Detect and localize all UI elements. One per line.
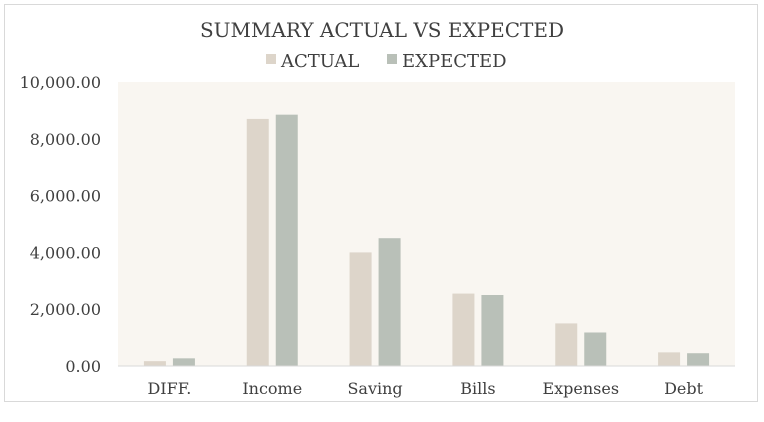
- bar-actual-diff: [143, 361, 166, 366]
- y-tick-label: 10,000.00: [20, 73, 101, 92]
- bar-expected-saving: [378, 238, 401, 366]
- bar-actual-saving: [349, 252, 372, 366]
- plot-area: [118, 82, 735, 366]
- legend-label-actual: ACTUAL: [280, 51, 359, 72]
- x-tick-label: Saving: [347, 379, 402, 398]
- x-tick-label: Bills: [460, 379, 495, 398]
- x-tick-label: Expenses: [542, 379, 619, 398]
- bar-actual-bills: [452, 293, 475, 366]
- bar-actual-debt: [658, 352, 681, 366]
- x-tick-label: DIFF.: [147, 379, 191, 398]
- bar-expected-bills: [481, 295, 504, 366]
- y-tick-label: 0.00: [65, 357, 101, 376]
- x-axis: DIFF. Income Saving Bills Expenses Debt: [147, 379, 703, 398]
- bar-actual-income: [246, 118, 269, 366]
- y-tick-label: 8,000.00: [30, 130, 101, 149]
- y-axis: 0.00 2,000.00 4,000.00 6,000.00 8,000.00…: [20, 73, 101, 376]
- legend-swatch-expected: [387, 54, 397, 64]
- bars: [143, 114, 710, 366]
- legend-swatch-actual: [266, 54, 276, 64]
- bar-chart: SUMMARY ACTUAL VS EXPECTED ACTUAL EXPECT…: [20, 18, 735, 398]
- y-tick-label: 6,000.00: [30, 187, 101, 206]
- chart-title: SUMMARY ACTUAL VS EXPECTED: [200, 18, 564, 42]
- bar-expected-diff: [172, 358, 195, 366]
- chart-frame: SUMMARY ACTUAL VS EXPECTED ACTUAL EXPECT…: [4, 4, 758, 402]
- bar-expected-expenses: [584, 332, 607, 366]
- bar-expected-debt: [687, 353, 710, 366]
- legend-label-expected: EXPECTED: [402, 51, 507, 72]
- bar-expected-income: [275, 114, 298, 366]
- x-tick-label: Income: [242, 379, 302, 398]
- x-tick-label: Debt: [664, 379, 704, 398]
- y-tick-label: 2,000.00: [30, 300, 101, 319]
- legend: ACTUAL EXPECTED: [266, 51, 507, 72]
- y-tick-label: 4,000.00: [30, 243, 101, 262]
- bar-actual-expenses: [555, 323, 578, 366]
